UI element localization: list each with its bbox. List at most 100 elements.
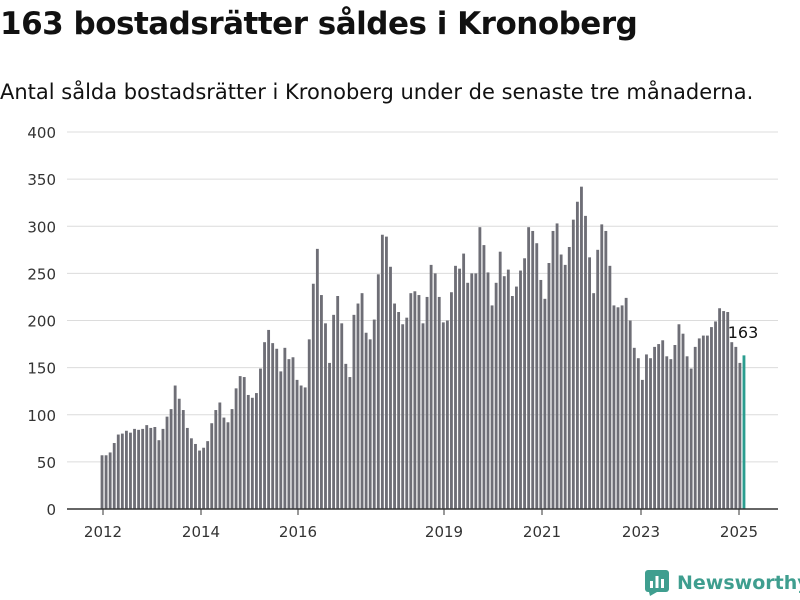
- bar: [206, 441, 210, 509]
- bar: [153, 427, 157, 509]
- bar: [543, 298, 547, 509]
- x-axis: 2012 2014 2016 2019 2021 2023 2025: [67, 508, 778, 541]
- bar: [320, 295, 323, 509]
- bar: [519, 270, 522, 509]
- bar: [397, 312, 401, 509]
- x-tick-label: 2019: [425, 523, 463, 541]
- bar: [510, 296, 514, 509]
- highlight-value-label: 163: [728, 323, 759, 342]
- bar: [645, 354, 648, 509]
- x-tick-label: 2025: [720, 523, 758, 541]
- bar: [202, 447, 206, 509]
- bar: [584, 215, 587, 509]
- bar: [575, 201, 579, 509]
- bar: [632, 347, 636, 509]
- bar: [389, 266, 392, 509]
- bar: [222, 417, 226, 509]
- bar: [124, 430, 128, 509]
- bar: [600, 224, 604, 509]
- bar: [462, 253, 466, 509]
- newsworthy-logo-icon: [645, 570, 669, 596]
- bar: [454, 265, 457, 509]
- bar: [291, 357, 295, 509]
- bar: [738, 362, 742, 509]
- bar: [173, 385, 177, 509]
- bar: [596, 249, 600, 509]
- bar: [417, 295, 421, 509]
- bar: [352, 314, 356, 509]
- bar: [722, 311, 726, 509]
- bar: [267, 329, 271, 509]
- bar: [657, 344, 661, 509]
- bar: [425, 296, 429, 509]
- bar: [283, 347, 287, 509]
- bar: [608, 265, 612, 509]
- bar: [437, 296, 441, 509]
- bar: [279, 371, 283, 509]
- bar: [348, 377, 352, 509]
- bar: [429, 264, 433, 509]
- bar: [494, 282, 498, 509]
- bar: [157, 440, 161, 509]
- bar: [466, 282, 470, 509]
- bar: [482, 245, 486, 509]
- bar: [198, 450, 201, 509]
- bar: [376, 274, 380, 509]
- y-tick-label: 200: [27, 313, 56, 331]
- bar: [100, 455, 104, 509]
- bar-highlight: [742, 355, 746, 509]
- bar: [734, 346, 738, 509]
- bar: [234, 388, 238, 509]
- bar: [486, 272, 490, 509]
- y-tick-label: 100: [27, 407, 56, 425]
- bar: [246, 394, 250, 509]
- bar: [685, 356, 689, 509]
- bar: [450, 292, 453, 509]
- bar: [295, 379, 299, 509]
- bar: [104, 455, 108, 509]
- bar: [616, 307, 620, 509]
- bar: [714, 321, 717, 509]
- bar: [169, 409, 173, 509]
- bar: [531, 230, 535, 509]
- bar: [108, 452, 112, 509]
- bar: [340, 323, 344, 509]
- x-tick-label: 2012: [84, 523, 122, 541]
- bar: [177, 398, 181, 509]
- bar: [535, 243, 539, 509]
- bar: [571, 219, 575, 509]
- y-tick-label: 0: [46, 501, 56, 519]
- newsworthy-logo[interactable]: Newsworthy: [645, 570, 800, 596]
- bar: [624, 297, 628, 509]
- bar: [259, 368, 262, 509]
- bar: [368, 339, 372, 509]
- bar: [592, 293, 596, 509]
- bar: [405, 317, 409, 509]
- bar: [563, 264, 567, 509]
- bar: [677, 324, 681, 509]
- bar: [230, 409, 234, 509]
- bar: [640, 379, 644, 509]
- bar: [547, 263, 551, 509]
- bar: [385, 236, 388, 509]
- bar: [218, 402, 222, 509]
- bar: [718, 308, 722, 509]
- x-tick-label: 2021: [523, 523, 561, 541]
- bar: [112, 443, 116, 509]
- bar: [214, 410, 218, 509]
- bar: [539, 279, 543, 509]
- x-tick-label: 2016: [279, 523, 317, 541]
- bar: [120, 433, 124, 509]
- bar: [445, 320, 449, 509]
- bar: [299, 385, 303, 509]
- bar: [360, 293, 364, 509]
- bar: [149, 427, 153, 509]
- x-tick-label: 2023: [622, 523, 660, 541]
- bar: [185, 427, 189, 509]
- bar: [315, 248, 319, 509]
- bar: [567, 246, 571, 510]
- bar: [401, 324, 405, 509]
- bar: [210, 423, 214, 509]
- bar: [372, 319, 376, 509]
- bar: [409, 293, 413, 509]
